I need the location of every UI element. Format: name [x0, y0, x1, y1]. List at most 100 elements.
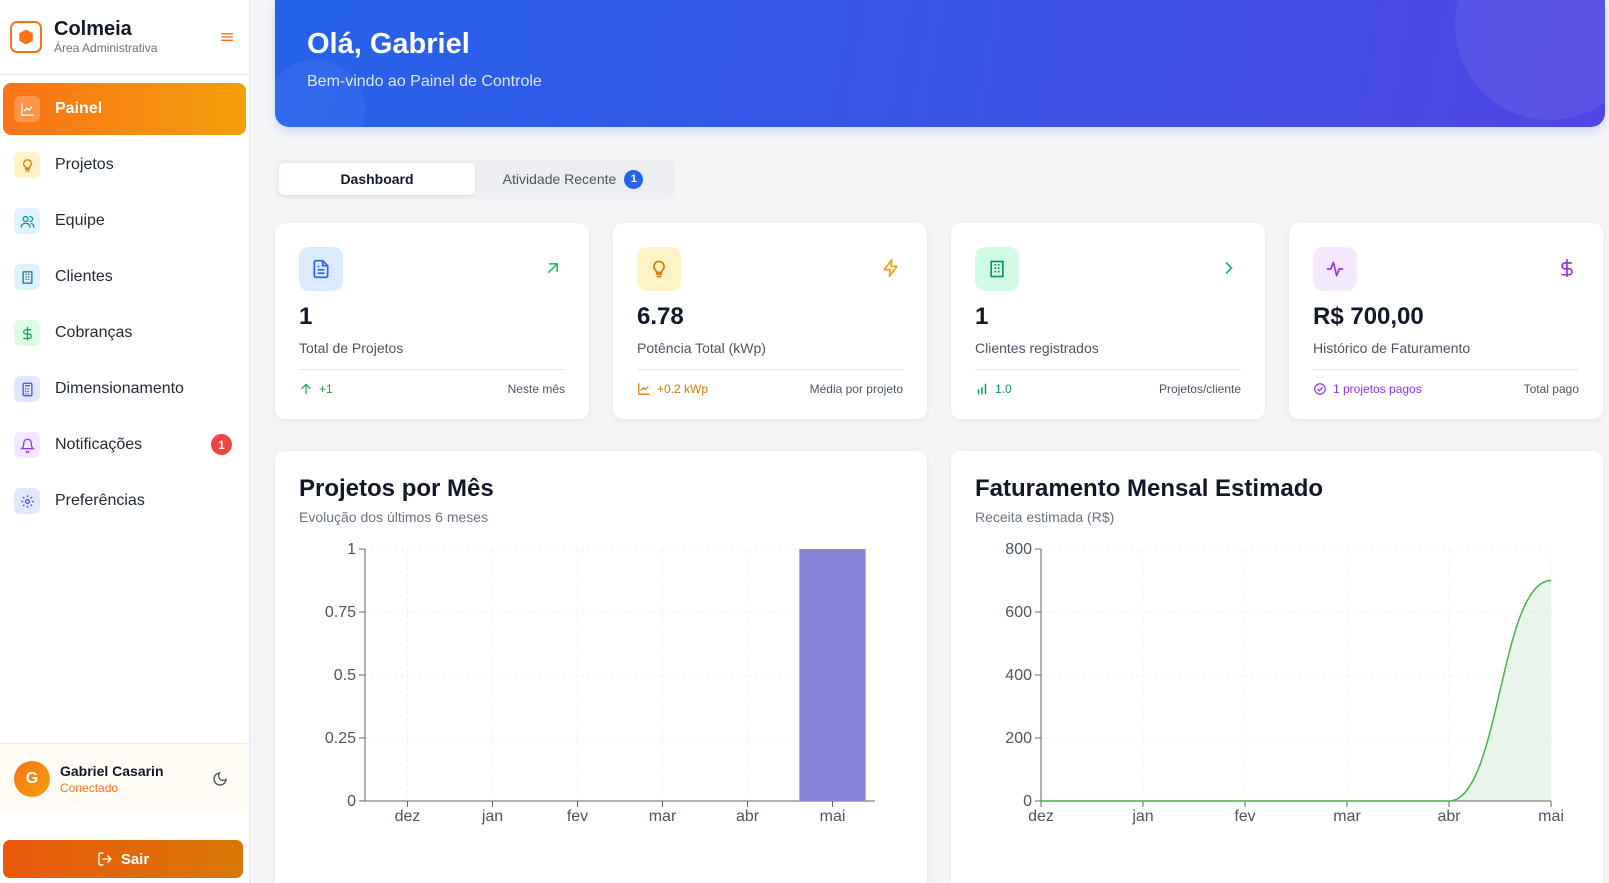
- menu-icon[interactable]: [215, 25, 239, 49]
- tab-badge: 1: [624, 169, 644, 189]
- avatar: G: [14, 760, 50, 797]
- stat-trend: 1 projetos pagos: [1333, 382, 1422, 396]
- page-title: Olá, Gabriel: [307, 28, 470, 60]
- building-icon: [14, 264, 40, 290]
- tab-bar: Dashboard Atividade Recente 1: [275, 159, 675, 199]
- x-tick-label: fev: [1234, 808, 1255, 825]
- y-tick-label: 0.75: [325, 604, 356, 621]
- stat-value: 1: [975, 303, 989, 330]
- stat-trend: +0.2 kWp: [657, 382, 709, 396]
- sidebar-item-projetos[interactable]: Projetos: [3, 139, 246, 191]
- arrow-up-icon: [301, 383, 311, 395]
- chevron-right-icon: [1225, 262, 1233, 274]
- sidebar-item-preferencias[interactable]: Preferências: [3, 475, 246, 527]
- activity-icon: [1313, 247, 1357, 291]
- stat-caption: Neste mês: [507, 382, 565, 396]
- logout-button[interactable]: Sair: [3, 840, 243, 878]
- area-chart: 0 200 400 600 800 dez jan fev mar abr mai: [1005, 541, 1564, 825]
- x-tick-label: jan: [1131, 808, 1153, 825]
- dollar-icon: [14, 320, 40, 346]
- sidebar-item-label: Cobranças: [55, 324, 133, 341]
- stat-caption: Média por projeto: [809, 382, 903, 396]
- decorative-circle: [275, 60, 365, 127]
- sidebar-item-painel[interactable]: Painel: [3, 83, 246, 135]
- user-status: Conectado: [60, 780, 119, 795]
- sidebar-item-equipe[interactable]: Equipe: [3, 195, 246, 247]
- building-icon: [975, 247, 1019, 291]
- chart-panel-projetos: Projetos por Mês Evolução dos últimos 6 …: [275, 451, 927, 883]
- y-tick-label: 200: [1005, 730, 1032, 747]
- x-tick-label: dez: [395, 808, 421, 825]
- stat-label: Clientes registrados: [975, 339, 1241, 370]
- tab-atividade-recente[interactable]: Atividade Recente 1: [475, 163, 671, 195]
- bar: [799, 549, 866, 801]
- stat-card-potencia[interactable]: 6.78 Potência Total (kWp) +0.2 kWp Média…: [613, 223, 927, 419]
- x-tick-label: jan: [481, 808, 503, 825]
- sidebar-item-dimensionamento[interactable]: Dimensionamento: [3, 363, 246, 415]
- stat-caption: Projetos/cliente: [1158, 382, 1241, 396]
- y-tick-label: 800: [1005, 541, 1032, 558]
- y-tick-label: 0: [347, 793, 356, 810]
- x-tick-label: fev: [567, 808, 588, 825]
- moon-icon[interactable]: [205, 764, 235, 794]
- stat-value: 1: [299, 303, 313, 330]
- x-tick-label: mai: [1538, 808, 1564, 825]
- chart-line-icon: [638, 383, 650, 395]
- stat-label: Total de Projetos: [299, 339, 565, 370]
- bar-chart-icon: [977, 383, 987, 395]
- page-subtitle: Bem-vindo ao Painel de Controle: [307, 73, 542, 90]
- x-tick-label: dez: [1028, 808, 1054, 825]
- x-tick-label: abr: [736, 808, 760, 825]
- area-fill: [1041, 580, 1551, 801]
- dollar-icon: [1561, 258, 1573, 278]
- lightbulb-icon: [637, 247, 681, 291]
- brand-subtitle: Área Administrativa: [54, 41, 158, 55]
- sidebar-item-label: Equipe: [55, 212, 105, 229]
- stat-cards: 1 Total de Projetos +1 Neste mês 6.78 Po…: [275, 223, 1603, 419]
- stat-card-projetos[interactable]: 1 Total de Projetos +1 Neste mês: [275, 223, 589, 419]
- document-icon: [299, 247, 343, 291]
- y-tick-label: 0.25: [325, 730, 356, 747]
- stat-card-faturamento[interactable]: R$ 700,00 Histórico de Faturamento 1 pro…: [1289, 223, 1603, 419]
- sidebar-item-label: Notificações: [55, 436, 143, 453]
- calculator-icon: [14, 376, 40, 402]
- x-tick-label: abr: [1437, 808, 1461, 825]
- y-tick-label: 600: [1005, 604, 1032, 621]
- y-tick-label: 400: [1005, 667, 1032, 684]
- x-tick-label: mar: [1333, 808, 1361, 825]
- stat-trend: +1: [319, 382, 333, 396]
- series-line: [1041, 579, 1552, 802]
- sidebar-item-label: Projetos: [55, 156, 114, 173]
- stat-label: Potência Total (kWp): [637, 339, 903, 370]
- y-tick-label: 0: [1023, 793, 1032, 810]
- tab-label: Atividade Recente: [502, 171, 617, 187]
- gear-icon: [14, 488, 40, 514]
- sidebar-item-notificacoes[interactable]: Notificações 1: [3, 419, 246, 471]
- chart-panel-faturamento: Faturamento Mensal Estimado Receita esti…: [951, 451, 1603, 883]
- x-tick-label: mar: [649, 808, 677, 825]
- tab-dashboard[interactable]: Dashboard: [279, 163, 475, 195]
- brand-name: Colmeia: [54, 18, 132, 40]
- decorative-circle: [1455, 0, 1605, 120]
- chart-title: Projetos por Mês: [299, 475, 494, 502]
- brand: Colmeia Área Administrativa: [0, 0, 249, 75]
- users-icon: [14, 208, 40, 234]
- stat-card-clientes[interactable]: 1 Clientes registrados 1.0 Projetos/clie…: [951, 223, 1265, 419]
- chart-subtitle: Evolução dos últimos 6 meses: [299, 509, 489, 525]
- stat-label: Histórico de Faturamento: [1313, 339, 1579, 370]
- check-circle-icon: [1314, 383, 1326, 395]
- stat-value: R$ 700,00: [1313, 303, 1424, 330]
- chart-line-icon: [14, 96, 40, 122]
- y-tick-label: 1: [347, 541, 356, 558]
- sidebar-nav: Painel Projetos Equipe Clientes Cobrança…: [0, 75, 249, 527]
- sidebar-item-label: Dimensionamento: [55, 380, 184, 397]
- x-tick-label: mai: [820, 808, 846, 825]
- lightning-icon: [883, 258, 898, 278]
- notification-badge: 1: [211, 434, 232, 455]
- y-tick-label: 0.5: [334, 667, 356, 684]
- stat-caption: Total pago: [1523, 382, 1579, 396]
- sidebar-item-label: Clientes: [55, 268, 113, 285]
- sidebar-item-cobrancas[interactable]: Cobranças: [3, 307, 246, 359]
- sidebar-item-clientes[interactable]: Clientes: [3, 251, 246, 303]
- user-name: Gabriel Casarin: [60, 762, 164, 779]
